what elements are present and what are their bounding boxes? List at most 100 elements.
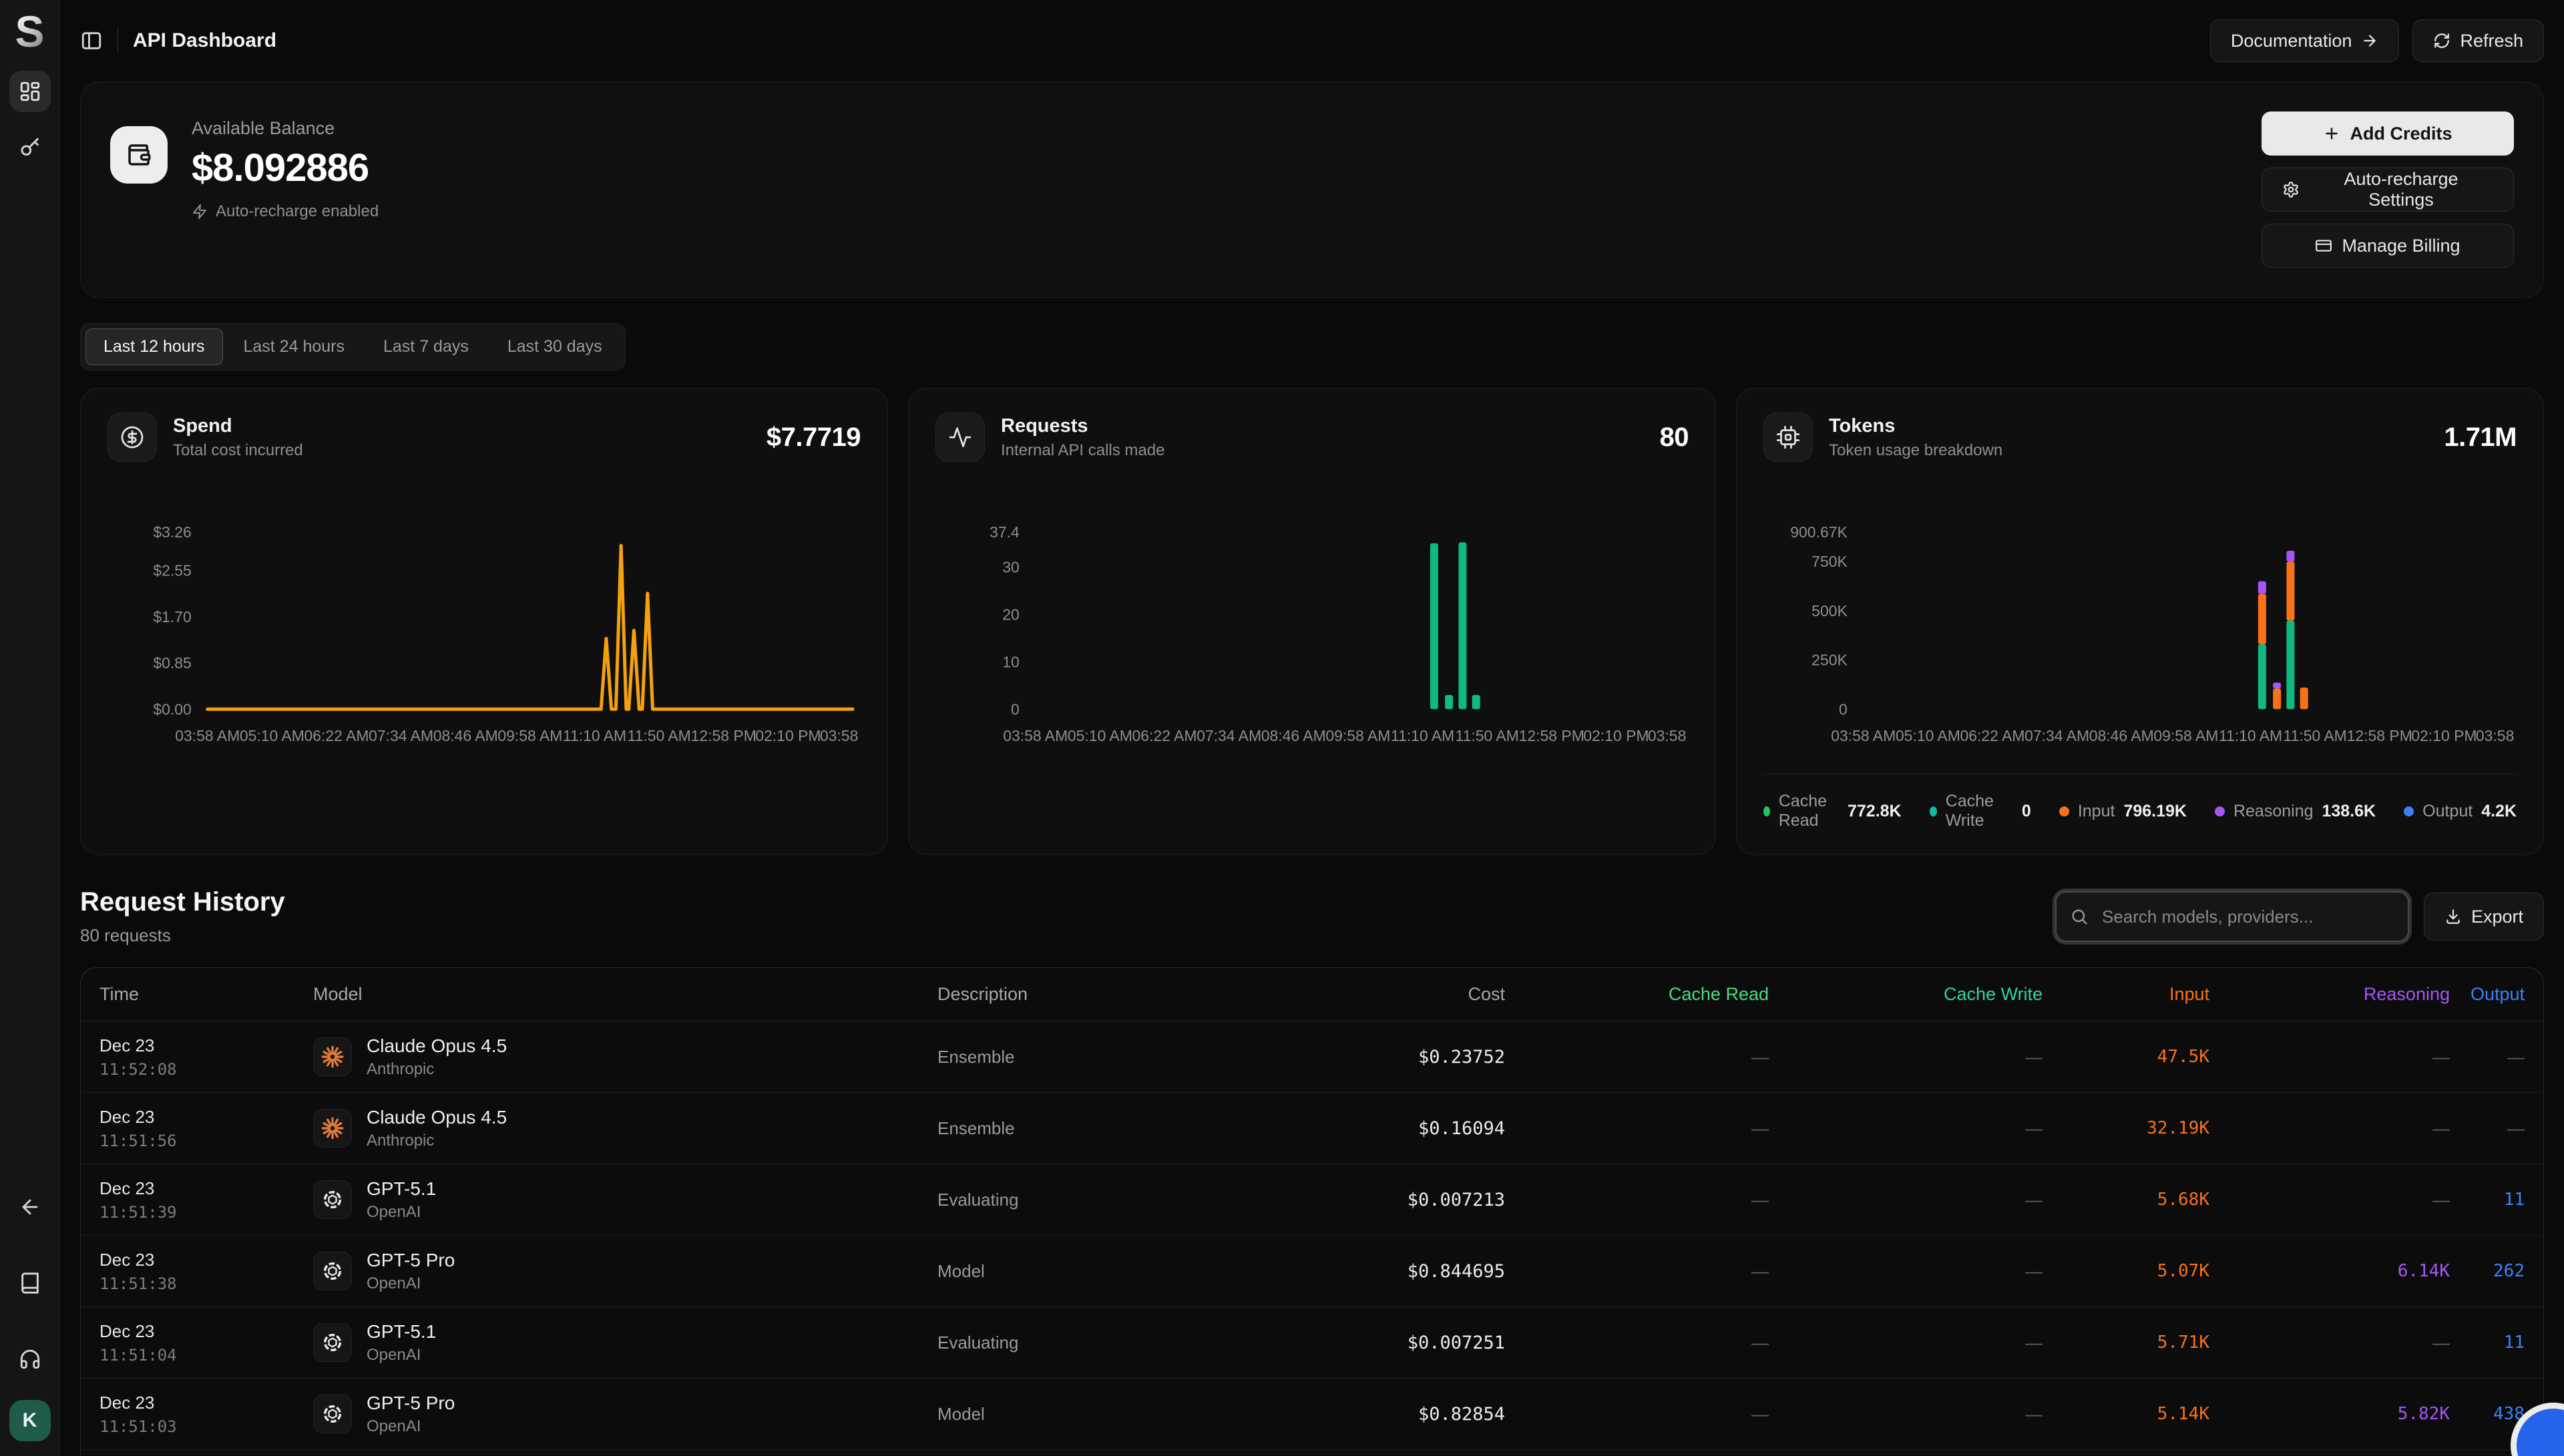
user-avatar[interactable]: K xyxy=(9,1400,51,1441)
legend-dot-icon xyxy=(1929,806,1937,816)
requests-card: Requests Internal API calls made 80 37.4… xyxy=(908,388,1716,855)
legend-dot-icon xyxy=(1763,806,1770,816)
legend-item: Reasoning 138.6K xyxy=(2214,802,2376,821)
table-row[interactable]: Dec 23GPT-5.1OpenAIEvaluating$0.013681——… xyxy=(81,1450,2543,1456)
cell-cache_write: — xyxy=(2025,1189,2043,1210)
cell-cache_write: — xyxy=(2025,1260,2043,1281)
table-row[interactable]: Dec 23 11:51:56 Claude Opus 4.5 Anthropic En… xyxy=(81,1093,2543,1164)
time-range-tabs: Last 12 hours Last 24 hours Last 7 days Las… xyxy=(80,323,626,371)
cell-time: Dec 23 11:51:38 xyxy=(99,1249,177,1293)
cell-cost: $0.23752 xyxy=(1418,1046,1505,1067)
svg-text:11:10 AM: 11:10 AM xyxy=(1391,727,1454,744)
cell-output: — xyxy=(2507,1046,2525,1067)
svg-text:03:58 AM: 03:58 AM xyxy=(175,727,240,744)
svg-text:03:58 PM: 03:58 PM xyxy=(820,727,861,744)
cell-time: Dec 23 11:51:39 xyxy=(99,1178,177,1222)
svg-text:03:58 AM: 03:58 AM xyxy=(1003,727,1068,744)
top-bar: API Dashboard Documentation Refresh xyxy=(80,0,2544,81)
cell-cache_read: — xyxy=(1751,1189,1769,1210)
activity-icon xyxy=(935,413,985,462)
svg-text:10: 10 xyxy=(1002,653,1020,670)
column-header-output: Output xyxy=(2470,984,2525,1004)
cell-cost: $0.007251 xyxy=(1407,1332,1505,1353)
openai-icon xyxy=(321,1403,344,1425)
legend-dot-icon xyxy=(2214,806,2225,816)
chip-icon xyxy=(1763,413,1813,462)
cell-reasoning: — xyxy=(2432,1189,2450,1210)
sidebar-support-button[interactable] xyxy=(9,1339,51,1380)
table-row[interactable]: Dec 23 11:51:39 GPT-5.1 OpenAI Evaluating $0.… xyxy=(81,1164,2543,1236)
cell-reasoning: 5.82K xyxy=(2397,1404,2450,1424)
cell-model: GPT-5 Pro OpenAI xyxy=(313,1393,937,1436)
cell-description: Evaluating xyxy=(937,1189,1019,1210)
openai-icon xyxy=(321,1331,344,1354)
tokens-legend: Cache Read 772.8K Cache Write 0 Input 796.19K… xyxy=(1763,774,2517,830)
model-icon-tile xyxy=(313,1395,352,1433)
spend-chart: $3.26 $2.55 $1.70 $0.85 $0.00 03:58 AM 05:10 A… xyxy=(108,519,861,750)
anthropic-icon xyxy=(321,1117,344,1140)
panel-toggle-icon[interactable] xyxy=(80,29,103,52)
cell-cost: $0.16094 xyxy=(1418,1118,1505,1139)
sidebar-item-api-keys[interactable] xyxy=(9,127,51,168)
cell-output: 438 xyxy=(2493,1404,2525,1424)
column-header-cache_write: Cache Write xyxy=(1943,984,2043,1004)
add-credits-button[interactable]: Add Credits xyxy=(2262,111,2514,156)
table-row[interactable]: Dec 23 11:51:03 GPT-5 Pro OpenAI Model $0.828… xyxy=(81,1379,2543,1450)
time-range-tab-3[interactable]: Last 30 days xyxy=(489,328,620,365)
column-header-cost: Cost xyxy=(1468,984,1505,1004)
export-button[interactable]: Export xyxy=(2423,893,2544,941)
time-range-tab-0[interactable]: Last 12 hours xyxy=(85,328,223,365)
main-content: API Dashboard Documentation Refresh Avai… xyxy=(60,0,2564,1456)
gear-icon xyxy=(2282,181,2300,198)
documentation-button[interactable]: Documentation xyxy=(2209,19,2400,62)
cell-time: Dec 23 11:51:03 xyxy=(99,1392,177,1436)
table-row[interactable]: Dec 23 11:51:04 GPT-5.1 OpenAI Evaluating $0.… xyxy=(81,1307,2543,1379)
svg-text:09:58 AM: 09:58 AM xyxy=(2153,727,2218,744)
svg-text:05:10 AM: 05:10 AM xyxy=(1896,727,1960,744)
svg-text:08:46 AM: 08:46 AM xyxy=(433,727,498,744)
sidebar-back-button[interactable] xyxy=(9,1186,51,1228)
cell-description: Ensemble xyxy=(937,1046,1015,1067)
svg-text:09:58 AM: 09:58 AM xyxy=(1325,727,1390,744)
openai-icon xyxy=(321,1188,344,1211)
cell-cache_write: — xyxy=(2025,1332,2043,1353)
openai-icon xyxy=(321,1260,344,1282)
svg-text:750K: 750K xyxy=(1811,553,1848,570)
sidebar: S K xyxy=(0,0,60,1456)
plus-icon xyxy=(2323,125,2340,142)
column-header-input: Input xyxy=(2169,984,2209,1004)
search-input[interactable] xyxy=(2055,891,2409,942)
cell-cache_write: — xyxy=(2025,1403,2043,1424)
balance-card: Available Balance $8.092886 Auto-recharg… xyxy=(80,81,2544,298)
table-row[interactable]: Dec 23 11:52:08 Claude Opus 4.5 Anthropic En… xyxy=(81,1021,2543,1093)
auto-recharge-settings-button[interactable]: Auto-recharge Settings xyxy=(2262,168,2514,212)
table-header-row: Time Model Description Cost Cache Read Cache … xyxy=(81,968,2543,1021)
svg-text:02:10 PM: 02:10 PM xyxy=(2411,727,2477,744)
svg-text:02:10 PM: 02:10 PM xyxy=(1583,727,1649,744)
time-range-tab-1[interactable]: Last 24 hours xyxy=(226,328,363,365)
svg-text:0: 0 xyxy=(1011,700,1020,718)
cell-input: 5.71K xyxy=(2157,1332,2209,1353)
svg-text:900.67K: 900.67K xyxy=(1790,523,1848,541)
column-header-description: Description xyxy=(937,984,1028,1004)
legend-item: Cache Read 772.8K xyxy=(1763,792,1902,830)
requests-chart: 37.4 30 20 10 0 03:58 AM 05:10 AM 06:22 AM 07:34… xyxy=(935,519,1689,750)
cell-output: 11 xyxy=(2503,1332,2525,1353)
sidebar-item-dashboard[interactable] xyxy=(9,71,51,112)
refresh-button[interactable]: Refresh xyxy=(2412,19,2544,62)
manage-billing-button[interactable]: Manage Billing xyxy=(2262,224,2514,268)
time-range-tab-2[interactable]: Last 7 days xyxy=(365,328,487,365)
sidebar-docs-button[interactable] xyxy=(9,1262,51,1304)
svg-text:$3.26: $3.26 xyxy=(153,523,191,541)
wallet-icon xyxy=(110,126,168,184)
legend-item: Output 4.2K xyxy=(2404,802,2517,821)
svg-text:250K: 250K xyxy=(1811,652,1848,669)
requests-title: Requests xyxy=(1001,415,1088,437)
model-icon-tile xyxy=(313,1109,352,1148)
table-row[interactable]: Dec 23 11:51:38 GPT-5 Pro OpenAI Model $0.844… xyxy=(81,1236,2543,1307)
download-icon xyxy=(2444,908,2462,925)
balance-amount: $8.092886 xyxy=(192,146,369,190)
svg-text:08:46 AM: 08:46 AM xyxy=(2089,727,2154,744)
svg-text:30: 30 xyxy=(1002,558,1020,575)
cell-cache_read: — xyxy=(1751,1046,1769,1067)
